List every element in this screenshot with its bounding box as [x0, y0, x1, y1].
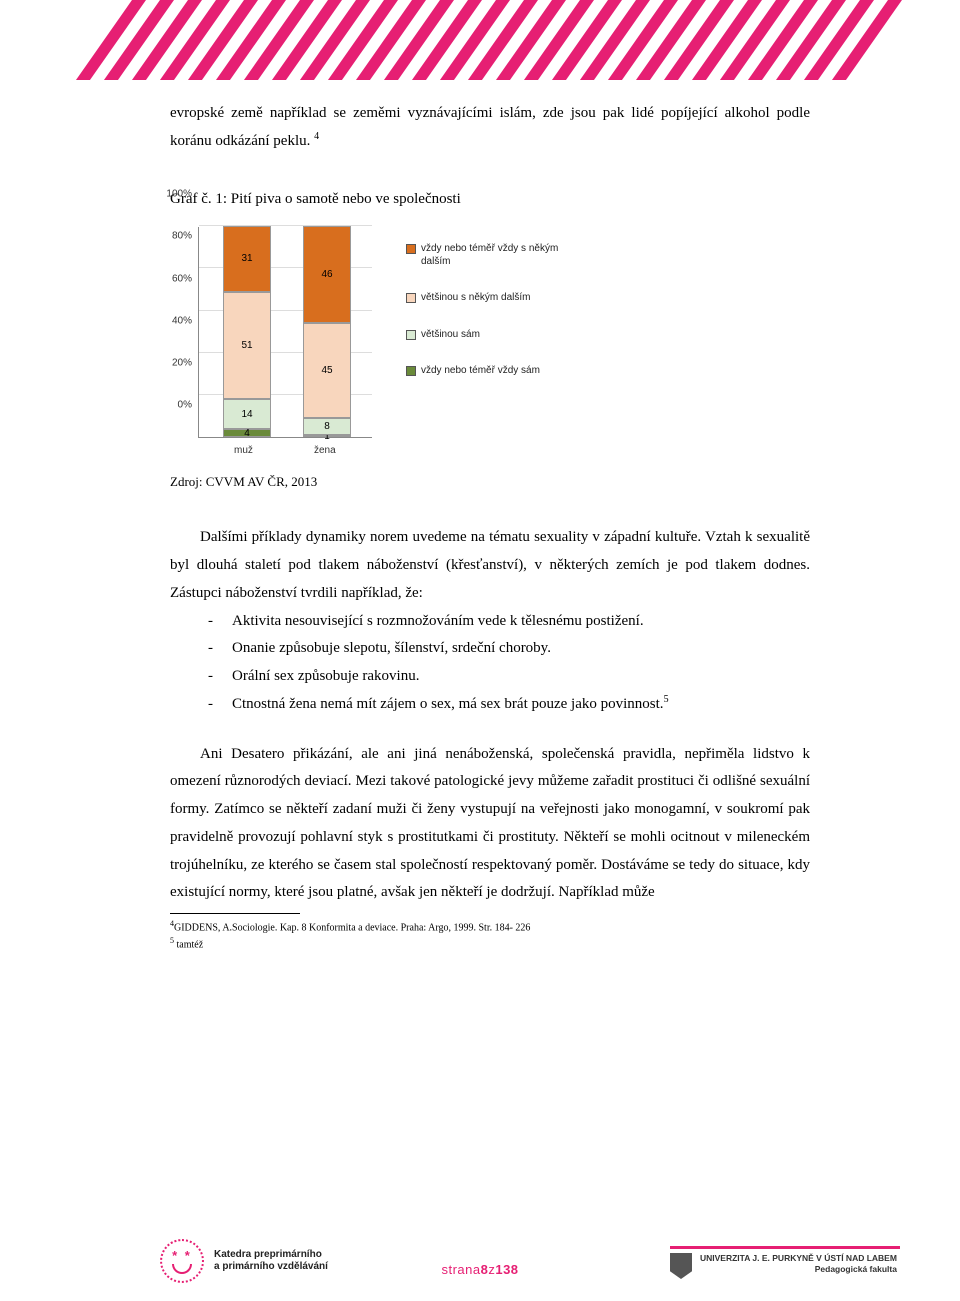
- page-current: 8: [481, 1262, 489, 1277]
- list-item: Ctnostná žena nemá mít zájem o sex, má s…: [208, 691, 810, 719]
- bar-segment: 45: [303, 323, 351, 418]
- uni-line2: Pedagogická fakulta: [700, 1264, 897, 1275]
- footnote-rule: [170, 913, 300, 914]
- legend-label: většinou sám: [421, 329, 480, 342]
- legend-label: vždy nebo téměř vždy sám: [421, 365, 540, 378]
- chart-source: Zdroj: CVVM AV ČR, 2013: [170, 474, 810, 490]
- smile-logo-icon: * *: [160, 1239, 204, 1283]
- page-footer: * * Katedra preprimárního a primárního v…: [0, 1223, 960, 1283]
- legend-label: většinou s někým dalším: [421, 292, 531, 305]
- university-block: UNIVERZITA J. E. PURKYNĚ V ÚSTÍ NAD LABE…: [670, 1246, 900, 1279]
- legend-label: vždy nebo téměř vždy s někým dalším: [421, 243, 566, 268]
- chart-container: 0%20%40%60%80%100% 4145131184546 mužžena…: [162, 225, 810, 460]
- department-name: Katedra preprimárního a primárního vzděl…: [214, 1249, 328, 1273]
- legend-swatch-icon: [406, 293, 416, 303]
- page-total: 138: [495, 1262, 518, 1277]
- paragraph-2: Dalšími příklady dynamiky norem uvedeme …: [170, 524, 810, 607]
- bar-segment: 8: [303, 418, 351, 435]
- uni-line1: UNIVERZITA J. E. PURKYNĚ V ÚSTÍ NAD LABE…: [700, 1253, 897, 1264]
- footnotes: 4GIDDENS, A.Sociologie. Kap. 8 Konformit…: [170, 918, 810, 953]
- footnote: 4GIDDENS, A.Sociologie. Kap. 8 Konformit…: [170, 918, 810, 935]
- y-tick-label: 60%: [172, 273, 192, 284]
- legend-item: většinou s někým dalším: [406, 292, 566, 305]
- legend-swatch-icon: [406, 330, 416, 340]
- legend-swatch-icon: [406, 366, 416, 376]
- bar-segment: 31: [223, 226, 271, 291]
- x-tick-label: žena: [314, 445, 336, 456]
- bar-segment: 51: [223, 292, 271, 400]
- chart-title: Graf č. 1: Pití piva o samotě nebo ve sp…: [170, 186, 810, 214]
- y-tick-label: 40%: [172, 315, 192, 326]
- legend-item: většinou sám: [406, 329, 566, 342]
- y-tick-label: 20%: [172, 358, 192, 369]
- bar-segment: 1: [303, 435, 351, 437]
- paragraph-intro-text: evropské země například se zeměmi vyznáv…: [170, 105, 810, 149]
- header-stripes: [0, 0, 960, 60]
- page-mid: z: [488, 1262, 495, 1277]
- dept-line1: Katedra preprimárního: [214, 1249, 328, 1261]
- list-item: Orální sex způsobuje rakovinu.: [208, 663, 810, 691]
- bar-segment: 46: [303, 226, 351, 323]
- paragraph-intro: evropské země například se zeměmi vyznáv…: [170, 100, 810, 156]
- footnote: 5 tamtéž: [170, 935, 810, 952]
- dept-line2: a primárního vzdělávání: [214, 1261, 328, 1273]
- bar-muž: 4145131: [223, 226, 271, 437]
- y-tick-label: 0%: [178, 400, 192, 411]
- chart-legend: vždy nebo téměř vždy s někým dalším větši…: [406, 225, 566, 402]
- bar-segment: 4: [223, 429, 271, 437]
- list-item: Aktivita nesouvisející s rozmnožováním v…: [208, 608, 810, 636]
- legend-item: vždy nebo téměř vždy sám: [406, 365, 566, 378]
- norms-list: Aktivita nesouvisející s rozmnožováním v…: [208, 608, 810, 719]
- footnote-ref-4: 4: [314, 131, 319, 142]
- page-content: evropské země například se zeměmi vyznáv…: [170, 100, 810, 953]
- paragraph-3: Ani Desatero přikázání, ale ani jiná nen…: [170, 741, 810, 908]
- y-tick-label: 80%: [172, 231, 192, 242]
- bar-segment: 14: [223, 399, 271, 429]
- page-number: strana8z138: [441, 1262, 518, 1277]
- list-item: Onanie způsobuje slepotu, šílenství, srd…: [208, 635, 810, 663]
- y-tick-label: 100%: [166, 189, 192, 200]
- footer-left: * * Katedra preprimárního a primárního v…: [160, 1239, 328, 1283]
- chart-plot: 0%20%40%60%80%100% 4145131184546 mužžena: [162, 225, 372, 460]
- footnote-ref-5: 5: [664, 694, 669, 705]
- legend-swatch-icon: [406, 244, 416, 254]
- bar-žena: 184546: [303, 226, 351, 437]
- legend-item: vždy nebo téměř vždy s někým dalším: [406, 243, 566, 268]
- page-prefix: strana: [441, 1262, 480, 1277]
- university-shield-icon: [670, 1253, 692, 1279]
- x-tick-label: muž: [234, 445, 253, 456]
